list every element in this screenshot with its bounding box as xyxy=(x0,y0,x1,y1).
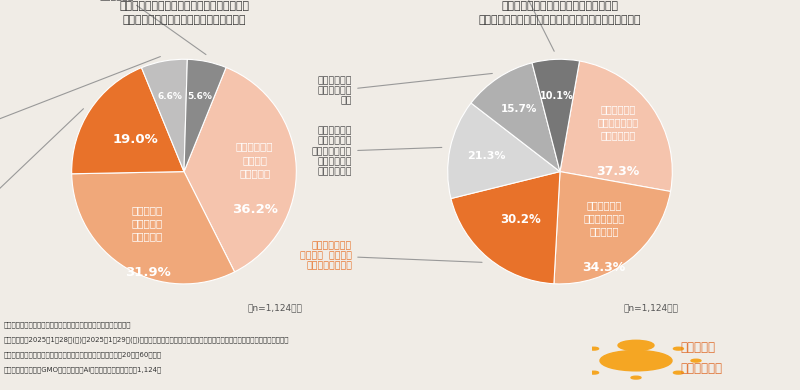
Wedge shape xyxy=(451,172,560,284)
Circle shape xyxy=(631,342,641,345)
Title: 直近数か月で、あなたの勤務先における
新型コロナウイルスやインフルエンザなどの
感染症の発生状況について教えてください: 直近数か月で、あなたの勤務先における 新型コロナウイルスやインフルエンザなどの … xyxy=(119,0,249,25)
Wedge shape xyxy=(184,67,296,272)
Text: 数名のみの
感染にとど
まっている: 数名のみの 感染にとど まっている xyxy=(132,205,163,241)
Circle shape xyxy=(571,359,581,362)
Text: ・モニター提供元：GMOリ・サーチ＆AI株式会社　・調査人数：1,124人: ・モニター提供元：GMOリ・サーチ＆AI株式会社 ・調査人数：1,124人 xyxy=(4,366,162,373)
Text: リーダー層が職員の体調や
体温などを把握できていない: リーダー層が職員の体調や 体温などを把握できていない xyxy=(483,0,558,51)
Text: 昨年末頃までは
感染者が多かっ
たが、現在は
ほとんどいない: 昨年末頃までは 感染者が多かっ たが、現在は ほとんどいない xyxy=(0,109,83,250)
Text: 《医療機関・福祉施設・介護事業所での感染症対策に関する調査》: 《医療機関・福祉施設・介護事業所での感染症対策に関する調査》 xyxy=(4,322,131,328)
Text: 職員の感染症
対策への意識
が低い、感染症
対策を徹底し
きれていない: 職員の感染症 対策への意識 が低い、感染症 対策を徹底し きれていない xyxy=(312,126,442,177)
Text: 21.3%: 21.3% xyxy=(467,151,506,161)
Circle shape xyxy=(691,359,701,362)
Text: 15.7%: 15.7% xyxy=(500,104,537,114)
Text: ・調査期間：2025年1月28日(火)〜2025年1月29日(水)・調査方法：インターネット調査・調査元：株式会社ヒューマンリライトケア: ・調査期間：2025年1月28日(火)〜2025年1月29日(水)・調査方法：イ… xyxy=(4,337,290,343)
Text: 34.3%: 34.3% xyxy=(582,261,626,274)
Text: 直近数か月で
感染者は
いなかった: 直近数か月で 感染者は いなかった xyxy=(236,142,274,178)
Text: 人材不足など
不調でも出動せ
ざるを得ない: 人材不足など 不調でも出動せ ざるを得ない xyxy=(598,104,638,140)
Wedge shape xyxy=(72,172,234,284)
Text: 30.2%: 30.2% xyxy=(500,213,541,226)
Text: 31.9%: 31.9% xyxy=(125,266,170,279)
Text: ・調査対象：医療機関・福祉施設・介護事業所で働く、全国の20代〜60代男女: ・調査対象：医療機関・福祉施設・介護事業所で働く、全国の20代〜60代男女 xyxy=(4,351,162,358)
Wedge shape xyxy=(184,59,226,172)
Wedge shape xyxy=(554,172,670,284)
Text: （n=1,124人）: （n=1,124人） xyxy=(247,303,302,312)
Circle shape xyxy=(589,347,598,350)
Wedge shape xyxy=(448,103,560,199)
Circle shape xyxy=(618,340,654,351)
Text: リライトケア: リライトケア xyxy=(680,362,722,374)
Circle shape xyxy=(600,351,672,371)
Text: （n=1,124人）: （n=1,124人） xyxy=(623,303,678,312)
Wedge shape xyxy=(471,63,560,172)
Text: 37.3%: 37.3% xyxy=(597,165,640,178)
Text: 感染者数は
増加しつつある: 感染者数は 増加しつつある xyxy=(0,57,160,145)
Title: あなたの勤務先における感染症対策で、
最も課題と感じていることは何ですか？（複数回答可）: あなたの勤務先における感染症対策で、 最も課題と感じていることは何ですか？（複数… xyxy=(478,1,642,25)
Wedge shape xyxy=(72,67,184,174)
Circle shape xyxy=(631,376,641,379)
Text: 5.6%: 5.6% xyxy=(187,92,212,101)
Circle shape xyxy=(674,371,683,374)
Circle shape xyxy=(589,371,598,374)
Text: 感染者の隔離が
難しい等  施設の構
造上に問題がある: 感染者の隔離が 難しい等 施設の構 造上に問題がある xyxy=(300,241,482,271)
Text: 感染症対策に
関する物品の
不足: 感染症対策に 関する物品の 不足 xyxy=(318,73,492,106)
Text: 10.1%: 10.1% xyxy=(540,91,574,101)
Wedge shape xyxy=(560,61,672,191)
Circle shape xyxy=(674,347,683,350)
Text: 36.2%: 36.2% xyxy=(232,202,278,216)
Text: 6.6%: 6.6% xyxy=(158,92,183,101)
Text: 19.0%: 19.0% xyxy=(112,133,158,146)
Text: 現在も集団
感染している: 現在も集団 感染している xyxy=(99,0,206,55)
Text: ヒューマン: ヒューマン xyxy=(680,341,715,354)
Wedge shape xyxy=(142,59,187,172)
Wedge shape xyxy=(532,59,579,172)
Text: 認知症の方が
多く、感染症予
防が難しい: 認知症の方が 多く、感染症予 防が難しい xyxy=(583,200,625,236)
